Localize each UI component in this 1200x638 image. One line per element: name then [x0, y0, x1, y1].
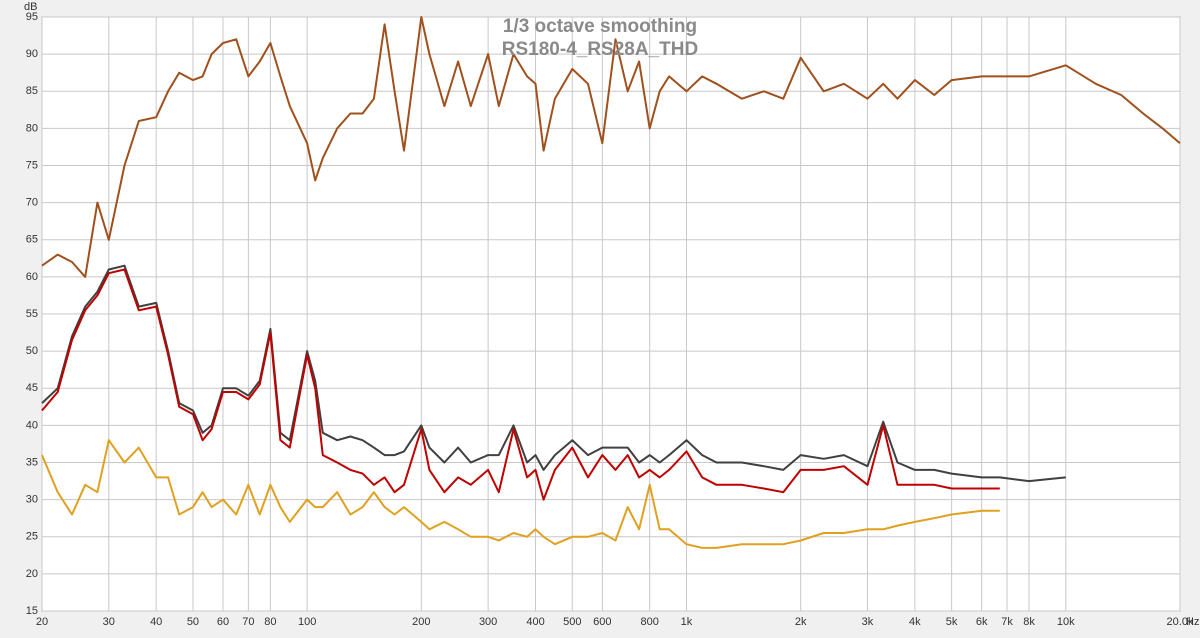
series-line	[41, 16, 1181, 278]
y-tick-label: 55	[26, 308, 38, 320]
x-tick-label: 20	[36, 616, 48, 628]
y-tick-label: 75	[26, 159, 38, 171]
chart-subtitle: RS180-4_RS28A_THD	[502, 39, 698, 60]
x-tick-label: 60	[217, 616, 229, 628]
x-tick-label: 30	[103, 616, 115, 628]
x-tick-label: 6k	[976, 616, 988, 628]
x-axis-unit: Hz	[1186, 616, 1199, 628]
x-tick-label: 1k	[681, 616, 693, 628]
y-tick-label: 15	[26, 605, 38, 617]
series-line	[41, 264, 1066, 483]
series-line	[41, 268, 1000, 501]
y-tick-label: 35	[26, 456, 38, 468]
x-tick-label: 10k	[1057, 616, 1075, 628]
x-tick-label: 800	[641, 616, 659, 628]
x-tick-label: 300	[479, 616, 497, 628]
x-tick-label: 2k	[795, 616, 807, 628]
x-tick-label: 7k	[1001, 616, 1013, 628]
x-tick-label: 20.0k	[1167, 616, 1194, 628]
series-line	[41, 439, 1000, 549]
x-tick-label: 40	[150, 616, 162, 628]
y-tick-label: 50	[26, 345, 38, 357]
x-tick-label: 3k	[862, 616, 874, 628]
x-tick-label: 8k	[1023, 616, 1035, 628]
y-tick-label: 70	[26, 197, 38, 209]
y-tick-label: 80	[26, 122, 38, 134]
x-tick-label: 600	[593, 616, 611, 628]
y-tick-label: 25	[26, 531, 38, 543]
y-tick-label: 30	[26, 494, 38, 506]
x-tick-label: 4k	[909, 616, 921, 628]
x-tick-label: 80	[264, 616, 276, 628]
x-tick-label: 200	[412, 616, 430, 628]
x-tick-label: 5k	[946, 616, 958, 628]
y-tick-label: 20	[26, 568, 38, 580]
y-tick-label: 60	[26, 271, 38, 283]
y-tick-label: 65	[26, 234, 38, 246]
y-tick-label: 85	[26, 85, 38, 97]
y-axis-unit: dB	[24, 1, 37, 13]
chart-title: 1/3 octave smoothing	[503, 16, 697, 37]
y-tick-label: 45	[26, 382, 38, 394]
x-tick-label: 70	[242, 616, 254, 628]
x-tick-label: 100	[298, 616, 316, 628]
y-tick-label: 90	[26, 48, 38, 60]
x-tick-label: 50	[187, 616, 199, 628]
y-tick-label: 40	[26, 419, 38, 431]
lines	[41, 16, 1181, 549]
y-tick-label: 95	[26, 11, 38, 23]
x-tick-label: 400	[526, 616, 544, 628]
x-tick-label: 500	[563, 616, 581, 628]
grid	[41, 16, 1181, 612]
